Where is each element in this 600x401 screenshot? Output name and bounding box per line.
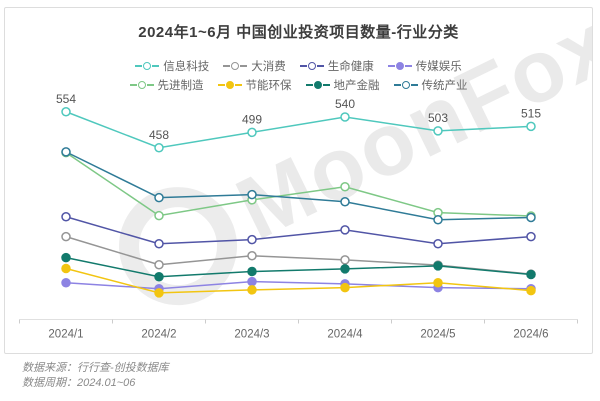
legend-item-节能环保[interactable]: 节能环保 [217, 77, 292, 93]
legend-marker-icon [387, 62, 412, 70]
x-axis-label: 2024/5 [420, 329, 455, 341]
legend-marker-icon [305, 81, 330, 89]
data-point-大消费-2024/1 [61, 231, 71, 242]
data-point-地产金融-2024/3 [247, 266, 257, 277]
legend-marker-icon [393, 81, 418, 89]
data-point-节能环保-2024/6 [526, 285, 536, 296]
data-point-信息科技-2024/5 [433, 126, 443, 136]
series-line-节能环保 [65, 267, 532, 294]
footer-period: 数据周期：2024.01~06 [22, 377, 136, 389]
legend-label: 大消费 [251, 61, 286, 73]
chart-title: 2024年1~6月 中国创业投资项目数量-行业分类 [138, 24, 459, 41]
data-point-生命健康-2024/5 [433, 239, 443, 249]
data-point-传统产业-2024/4 [340, 197, 350, 207]
data-point-地产金融-2024/6 [526, 269, 536, 280]
value-label: 515 [521, 106, 541, 120]
series-line-地产金融 [65, 256, 532, 278]
legend-row-1: 信息科技 大消费 生命健康 传媒娱乐 [128, 58, 469, 74]
legend-item-地产金融[interactable]: 地产金融 [305, 77, 380, 93]
data-point-生命健康-2024/2 [154, 239, 164, 249]
data-point-大消费-2024/4 [340, 255, 350, 265]
legend-marker-icon [223, 62, 248, 70]
legend-marker-icon [217, 81, 242, 89]
data-point-节能环保-2024/4 [340, 282, 350, 293]
value-label: 503 [428, 111, 448, 125]
data-point-传统产业-2024/3 [247, 189, 257, 200]
footer: 数据来源：行行查-创投数据库 数据周期：2024.01~06 [22, 361, 169, 391]
data-point-节能环保-2024/1 [61, 263, 71, 274]
chart-card: 2024年1~6月 中国创业投资项目数量-行业分类 信息科技 大消费 生命健康 传媒娱… [4, 7, 593, 354]
legend-label: 生命健康 [327, 61, 374, 73]
data-point-地产金融-2024/4 [340, 264, 350, 274]
data-point-先进制造-2024/2 [154, 210, 164, 221]
line-chart: 2024/1 2024/2 2024/3 2024/4 2024/5 2024/6 554 4… [19, 92, 578, 341]
data-point-节能环保-2024/5 [433, 278, 443, 288]
legend-item-信息科技[interactable]: 信息科技 [135, 58, 209, 74]
legend-label: 地产金融 [333, 80, 380, 92]
data-point-先进制造-2024/4 [340, 182, 350, 192]
legend-item-传媒娱乐[interactable]: 传媒娱乐 [387, 58, 462, 74]
series-line-先进制造 [65, 152, 532, 217]
data-point-传统产业-2024/6 [526, 212, 536, 223]
data-point-生命健康-2024/4 [340, 225, 350, 235]
data-point-信息科技-2024/3 [247, 127, 257, 138]
footer-source: 数据来源：行行查-创投数据库 [22, 362, 169, 374]
data-point-地产金融-2024/2 [154, 272, 164, 282]
data-point-信息科技-2024/1 [61, 107, 71, 117]
data-point-生命健康-2024/3 [247, 234, 257, 245]
data-point-地产金融-2024/5 [433, 261, 443, 271]
x-axis-label: 2024/4 [327, 329, 363, 341]
legend-label: 先进制造 [157, 80, 204, 92]
data-point-大消费-2024/3 [247, 251, 257, 261]
data-point-生命健康-2024/1 [61, 212, 71, 222]
data-point-传媒娱乐-2024/3 [247, 276, 257, 287]
data-point-传媒娱乐-2024/1 [61, 278, 71, 288]
legend-label: 节能环保 [245, 80, 292, 92]
x-axis-label: 2024/2 [141, 329, 176, 341]
x-axis-label: 2024/1 [48, 329, 83, 341]
legend-item-传统产业[interactable]: 传统产业 [393, 77, 468, 93]
value-label: 458 [149, 128, 169, 142]
series-line-传统产业 [65, 151, 532, 221]
data-point-生命健康-2024/6 [526, 231, 536, 242]
value-label: 499 [242, 112, 262, 126]
data-point-大消费-2024/2 [154, 260, 164, 270]
legend: 信息科技 大消费 生命健康 传媒娱乐 先进制造 节能环保 地产金融 传统产业 [5, 58, 592, 93]
data-point-传统产业-2024/2 [154, 192, 164, 203]
data-point-地产金融-2024/1 [61, 252, 71, 263]
legend-label: 传媒娱乐 [415, 61, 462, 73]
data-point-信息科技-2024/2 [154, 143, 164, 153]
data-point-传统产业-2024/1 [61, 147, 71, 157]
data-point-信息科技-2024/6 [526, 121, 536, 132]
legend-item-大消费[interactable]: 大消费 [223, 58, 286, 74]
x-axis-label: 2024/6 [513, 329, 548, 341]
legend-marker-icon [299, 62, 324, 70]
legend-item-先进制造[interactable]: 先进制造 [129, 77, 204, 93]
series-line-传媒娱乐 [65, 280, 532, 290]
legend-marker-icon [129, 81, 154, 89]
legend-label: 传统产业 [421, 80, 468, 92]
series-line-信息科技 [65, 111, 532, 149]
data-point-节能环保-2024/3 [247, 285, 257, 295]
value-label: 554 [56, 92, 76, 106]
x-axis-label: 2024/3 [234, 329, 269, 341]
legend-item-生命健康[interactable]: 生命健康 [299, 58, 374, 74]
value-label: 540 [335, 97, 355, 111]
legend-row-2: 先进制造 节能环保 地产金融 传统产业 [123, 77, 475, 93]
data-point-传统产业-2024/5 [433, 215, 443, 225]
legend-label: 信息科技 [163, 61, 210, 73]
series-line-生命健康 [65, 216, 532, 245]
legend-marker-icon [135, 62, 160, 70]
data-point-节能环保-2024/2 [154, 288, 164, 298]
data-point-信息科技-2024/4 [340, 112, 350, 122]
